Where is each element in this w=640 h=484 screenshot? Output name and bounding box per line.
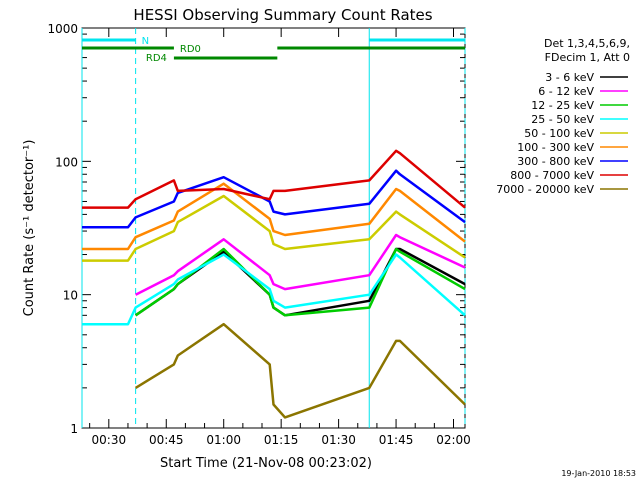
x-tick-label: 01:15 [264, 433, 299, 447]
legend-label: 6 - 12 keV [538, 85, 594, 98]
chart-title: HESSI Observing Summary Count Rates [133, 6, 432, 24]
rd4-label: RD4 [146, 53, 167, 64]
series-line-25-50-keV [82, 253, 466, 326]
series-line-6-12-keV [135, 233, 466, 296]
night-label: N [142, 36, 149, 47]
legend-header-line-1: Det 1,3,4,5,6,9, [544, 37, 630, 50]
series-line-300-800-keV [82, 169, 466, 229]
x-tick-label: 01:45 [379, 433, 414, 447]
series-line-100-300-keV [82, 182, 466, 251]
footer-date: 19-Jan-2010 18:53 [561, 469, 636, 478]
series-line-12-25-keV [134, 247, 466, 317]
legend-header-line-2: FDecim 1, Att 0 [545, 51, 630, 64]
legend-label: 7000 - 20000 keV [496, 183, 594, 196]
legend-label: 800 - 7000 keV [510, 169, 594, 182]
series-line-800-7000-keV [82, 149, 466, 209]
series-line-50-100-keV [82, 194, 466, 262]
y-tick-label: 10 [63, 289, 78, 303]
x-tick-label: 02:00 [436, 433, 471, 447]
rd0-label: RD0 [180, 44, 201, 55]
annotations-group: N RD0 RD4 [81, 28, 466, 428]
series-line-7000-20000-keV [134, 322, 466, 419]
series-group [82, 149, 466, 419]
x-tick-label: 01:30 [321, 433, 356, 447]
y-tick-label: 1 [70, 422, 78, 436]
x-tick-label: 00:45 [149, 433, 184, 447]
y-axis-label: Count Rate (s⁻¹ detector⁻¹) [22, 140, 37, 317]
legend-label: 100 - 300 keV [517, 141, 594, 154]
y-tick-label: 1000 [47, 22, 78, 36]
legend-label: 50 - 100 keV [524, 127, 594, 140]
legend-label: 300 - 800 keV [517, 155, 594, 168]
axes-group: 00:30 00:45 01:00 01:15 01:30 01:45 02:00 1 10 10… [47, 22, 470, 447]
legend-label: 3 - 6 keV [545, 71, 594, 84]
y-tick-label: 100 [55, 155, 78, 169]
x-tick-label: 01:00 [206, 433, 241, 447]
legend-label: 12 - 25 keV [531, 99, 594, 112]
x-axis-label: Start Time (21-Nov-08 00:23:02) [160, 456, 372, 471]
legend-label: 25 - 50 keV [531, 113, 594, 126]
x-tick-label: 00:30 [92, 433, 127, 447]
